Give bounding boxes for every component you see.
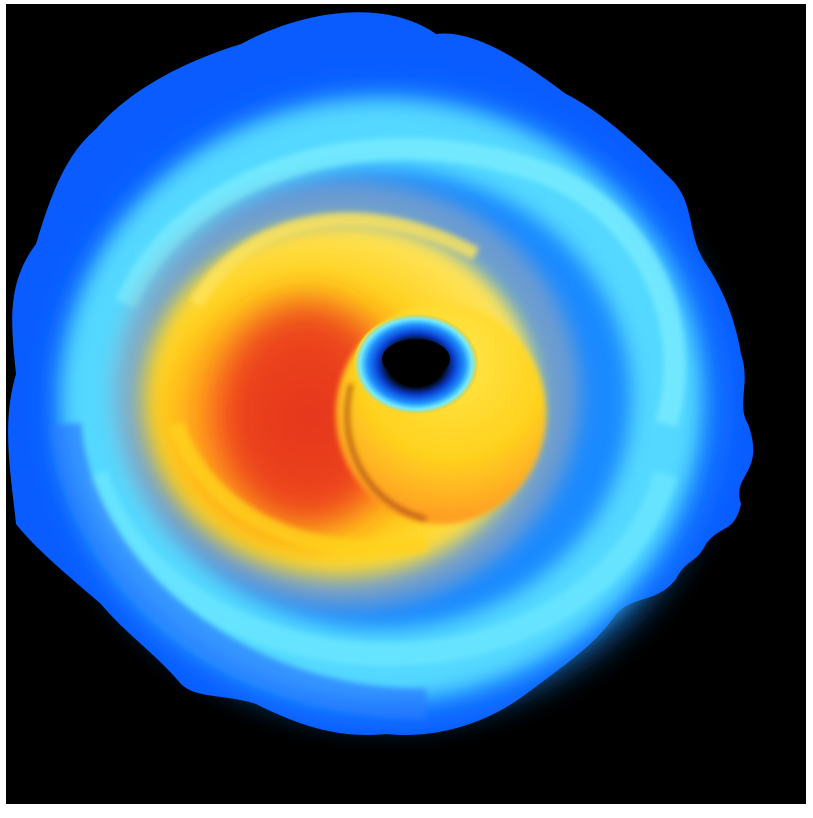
accretion-disk-illustration (8, 12, 754, 735)
image-canvas (6, 4, 806, 804)
warm-swirl-streak (189, 212, 480, 308)
warm-swirl-streak-lower (168, 421, 428, 557)
blue-swirl-streak (51, 422, 427, 719)
cyan-swirl-streak (115, 138, 686, 428)
inner-tube-shadow-edge (345, 383, 427, 521)
black-hole-center (382, 339, 450, 379)
cyan-swirl-streak-lower (84, 470, 678, 667)
grey-transition-ring (112, 180, 580, 608)
red-orange-core (221, 304, 391, 524)
